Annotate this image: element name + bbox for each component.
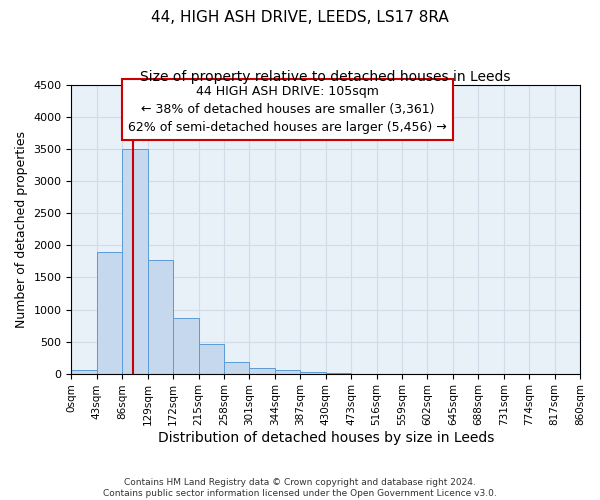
Bar: [97, 252, 122, 374]
Bar: [148, 260, 173, 374]
Bar: [173, 318, 199, 374]
Bar: [326, 373, 351, 374]
Bar: [224, 362, 250, 374]
Bar: [250, 368, 275, 374]
Text: 44, HIGH ASH DRIVE, LEEDS, LS17 8RA: 44, HIGH ASH DRIVE, LEEDS, LS17 8RA: [151, 10, 449, 25]
Y-axis label: Number of detached properties: Number of detached properties: [15, 131, 28, 328]
Bar: [71, 370, 97, 374]
Bar: [300, 372, 326, 374]
Bar: [275, 370, 300, 374]
Bar: [199, 344, 224, 374]
Bar: [122, 150, 148, 374]
Title: Size of property relative to detached houses in Leeds: Size of property relative to detached ho…: [140, 70, 511, 84]
Text: Contains HM Land Registry data © Crown copyright and database right 2024.
Contai: Contains HM Land Registry data © Crown c…: [103, 478, 497, 498]
Text: 44 HIGH ASH DRIVE: 105sqm
← 38% of detached houses are smaller (3,361)
62% of se: 44 HIGH ASH DRIVE: 105sqm ← 38% of detac…: [128, 85, 447, 134]
X-axis label: Distribution of detached houses by size in Leeds: Distribution of detached houses by size …: [158, 431, 494, 445]
